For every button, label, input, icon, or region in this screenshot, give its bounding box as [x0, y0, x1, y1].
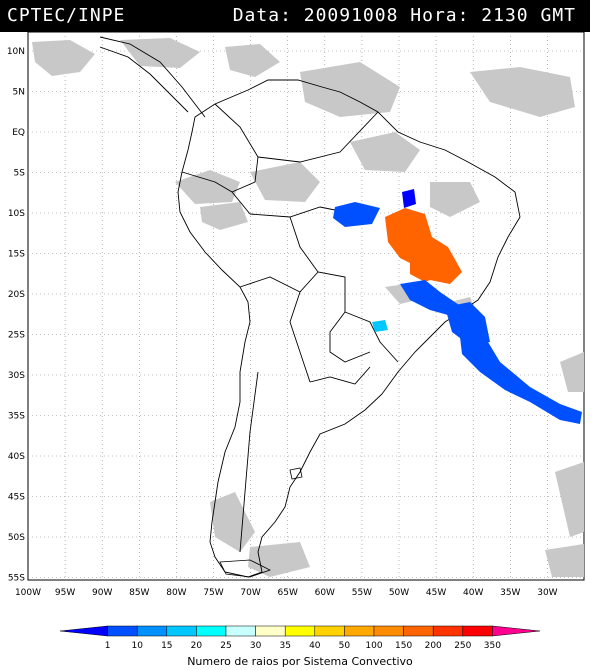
colorbar-segment	[107, 625, 138, 637]
lat-lon-grid	[28, 32, 584, 580]
lat-label: 40S	[8, 452, 25, 462]
lon-label: 70W	[240, 588, 260, 598]
colorbar-segment	[225, 625, 256, 637]
lat-label: 35S	[8, 412, 25, 422]
falklands-outline	[289, 467, 303, 480]
colorbar-tick-label: 250	[454, 641, 471, 651]
colorbar-segment	[344, 625, 375, 637]
lon-label: 95W	[55, 588, 75, 598]
datetime-label: Data: 20091008 Hora: 2130 GMT	[232, 5, 576, 26]
colorbar-tick-label: 350	[484, 641, 501, 651]
colorbar-segment	[255, 625, 286, 637]
lon-label: 65W	[278, 588, 298, 598]
colorbar-segment	[136, 625, 168, 637]
map-frame	[27, 32, 585, 581]
lon-label: 100W	[15, 588, 41, 598]
colorbar-segment	[492, 625, 541, 637]
colorbar-segment	[166, 625, 197, 637]
lon-label: 80W	[166, 588, 186, 598]
lon-label: 75W	[203, 588, 223, 598]
lat-label: 30S	[8, 371, 25, 381]
coastlines	[99, 36, 521, 578]
lat-label: 55S	[8, 574, 25, 584]
lat-label: 25S	[8, 331, 25, 341]
colorbar-tick-label: 15	[161, 641, 172, 651]
lat-label: 15S	[8, 250, 25, 260]
lon-label: 85W	[129, 588, 149, 598]
colorbar-segment	[373, 625, 404, 637]
lon-label: 55W	[352, 588, 372, 598]
convective-systems	[333, 189, 582, 424]
lon-label: 40W	[463, 588, 483, 598]
lon-label: 45W	[426, 588, 446, 598]
lon-label: 90W	[92, 588, 112, 598]
system-orange-1	[385, 208, 462, 284]
lat-label: 5S	[14, 169, 26, 179]
colorbar-tick-label: 25	[220, 641, 231, 651]
colorbar-segment	[196, 625, 227, 637]
system-blue-5	[460, 337, 582, 424]
colorbar-tick-label: 150	[395, 641, 412, 651]
colorbar-tick-label: 20	[191, 641, 203, 651]
colorbar-tick-label: 35	[279, 641, 290, 651]
tierra-del-fuego-outline	[219, 559, 272, 578]
lon-label: 50W	[389, 588, 409, 598]
longitude-labels: 100W 95W 90W 85W 80W 75W 70W 65W 60W 55W 50W 45W 40W…	[15, 588, 558, 598]
system-orange-2	[410, 258, 440, 282]
lat-label: 50S	[8, 533, 25, 543]
colorbar-tick-label: 40	[309, 641, 321, 651]
system-cyan-1	[372, 320, 388, 332]
colorbar-tick-label: 30	[250, 641, 262, 651]
colorbar-tick-label: 50	[339, 641, 351, 651]
colorbar-segments	[59, 625, 541, 637]
latitude-labels: 10N 5N EQ 5S 10S 15S 20S 25S 30S 35S 40S 45S 50S 55S	[7, 47, 25, 584]
colorbar-tick-label: 100	[365, 641, 382, 651]
colorbar-ticks: 1 10 15 20 25 30 35 40 50 100 150 200 250 350	[105, 641, 502, 651]
colorbar-segment	[432, 625, 464, 637]
lat-label: 10N	[7, 47, 25, 57]
system-blue-1	[333, 202, 380, 227]
header-bar: CPTEC/INPE Data: 20091008 Hora: 2130 GMT	[0, 0, 590, 32]
legend-colorbar: 1 10 15 20 25 30 35 40 50 100 150 200 250 350	[59, 625, 541, 651]
cloud-cover	[32, 38, 584, 577]
lat-label: 45S	[8, 493, 25, 503]
colorbar-segment	[59, 625, 108, 637]
lon-label: 60W	[315, 588, 335, 598]
colorbar-tick-label: 200	[425, 641, 442, 651]
system-blue-4	[445, 302, 490, 344]
lon-label: 35W	[500, 588, 520, 598]
colorbar-segment	[403, 625, 434, 637]
lat-label: 5N	[13, 88, 25, 98]
system-blue-2	[402, 189, 416, 208]
lightning-map: 10N5NEQ5S10S15S20S25S30S35S40S45S50S55S …	[7, 32, 585, 598]
lat-label: EQ	[12, 128, 25, 138]
colorbar-segment	[314, 625, 345, 637]
lat-label: 10S	[8, 209, 25, 219]
colorbar-tick-label: 1	[105, 641, 111, 651]
colorbar-tick-label: 10	[131, 641, 143, 651]
colorbar-segment	[462, 625, 493, 637]
lon-label: 30W	[537, 588, 557, 598]
lat-label: 20S	[8, 290, 25, 300]
agency-label: CPTEC/INPE	[7, 5, 126, 26]
legend-title: Numero de raios por Sistema Convectivo	[187, 655, 413, 668]
colorbar-segment	[284, 625, 316, 637]
